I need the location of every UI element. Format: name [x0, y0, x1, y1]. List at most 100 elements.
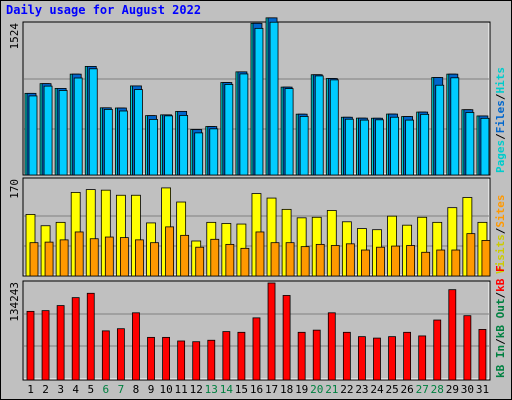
kbytes-bar: [162, 336, 170, 381]
legend-entry: Hits: [494, 67, 507, 94]
x-tick-label: 13: [205, 383, 218, 396]
hits-bar: [314, 75, 324, 176]
hits-bar: [360, 119, 369, 176]
kbytes-bar: [71, 297, 80, 381]
legend-entry: kB Out: [494, 299, 507, 339]
kbytes-bar: [358, 336, 366, 381]
sites-bar: [89, 238, 99, 277]
x-tick-label: 2: [42, 383, 49, 396]
x-tick-label: 30: [461, 383, 474, 396]
kbytes-bar: [463, 315, 472, 381]
x-tick-label: 6: [103, 383, 110, 396]
x-tick-label: 7: [118, 383, 125, 396]
sites-bar: [104, 236, 114, 277]
hits-bar: [420, 113, 430, 176]
sites-bar: [44, 241, 54, 277]
sites-bar: [436, 249, 446, 277]
sites-bar: [270, 242, 280, 277]
x-tick-label: 25: [385, 383, 398, 396]
legend-entry: kB F: [494, 265, 507, 292]
sites-bar: [391, 245, 400, 277]
x-tick-label: 27: [416, 383, 429, 396]
sites-bar: [74, 231, 84, 277]
x-tick-label: 5: [87, 383, 94, 396]
kbytes-bar: [433, 319, 442, 381]
sites-bar: [315, 243, 325, 277]
kbytes-bar: [327, 312, 336, 381]
legend-entry: /: [494, 227, 507, 234]
x-tick-label: 10: [159, 383, 172, 396]
kbytes-bar: [478, 329, 487, 381]
hits-bar: [28, 95, 38, 176]
hits-bar: [58, 90, 68, 176]
x-tick-label: 20: [310, 383, 323, 396]
kbytes-bar: [373, 337, 381, 381]
kbytes-bar: [192, 341, 201, 381]
x-tick-label: 4: [72, 383, 79, 396]
kbytes-bar: [207, 339, 216, 381]
sites-bar: [150, 242, 159, 277]
kbytes-bar: [237, 331, 246, 381]
kbytes-bar: [267, 282, 276, 381]
legend-entry: /: [494, 93, 507, 100]
kbytes-bar: [342, 331, 351, 381]
sites-bar: [255, 231, 265, 277]
kbytes-bar: [177, 340, 186, 381]
hits-bar: [390, 116, 399, 176]
kbytes-bar: [388, 336, 396, 381]
kbytes-bar: [297, 331, 306, 381]
x-tick-label: 9: [148, 383, 155, 396]
kbytes-bar: [282, 295, 291, 381]
sites-bar: [225, 243, 235, 277]
kbytes-bar: [252, 317, 261, 381]
chart-title: Daily usage for August 2022: [6, 3, 202, 17]
legend-entry: Pages: [494, 140, 507, 173]
sites-bar: [285, 242, 295, 277]
x-tick-label: 3: [57, 383, 64, 396]
x-tick-label: 31: [476, 383, 489, 396]
x-tick-label: 21: [325, 383, 338, 396]
y-axis-max-label: 170: [8, 179, 21, 199]
kbytes-bar: [448, 289, 457, 381]
sites-bar: [481, 240, 491, 277]
y-axis-max-label: 134243: [8, 282, 21, 322]
legend-entry: /: [494, 338, 507, 345]
hits-bar: [209, 128, 219, 176]
kbytes-bar: [403, 331, 412, 381]
sites-bar: [361, 249, 370, 277]
sites-bar: [165, 226, 174, 277]
kbytes-bar: [86, 292, 95, 381]
sites-bar: [406, 245, 416, 277]
hits-bar: [284, 88, 294, 176]
x-tick-label: 26: [401, 383, 414, 396]
kbytes-bar: [101, 330, 110, 381]
legend-entry: Files: [494, 100, 507, 133]
sites-bar: [300, 246, 310, 277]
kbytes-bar: [26, 310, 35, 381]
x-tick-label: 15: [235, 383, 248, 396]
kbytes-bar: [56, 305, 65, 381]
hits-bar: [179, 115, 189, 176]
hits-bar: [254, 27, 264, 176]
sites-bar: [451, 249, 461, 277]
x-tick-label: 23: [355, 383, 368, 396]
hits-bar: [88, 68, 98, 176]
hits-bar: [103, 109, 113, 176]
legend-entry: /: [494, 292, 507, 299]
x-tick-label: 29: [446, 383, 459, 396]
hits-bar: [73, 77, 83, 176]
x-tick-label: 22: [340, 383, 353, 396]
kbytes-bar: [222, 331, 231, 381]
legend-entry: kB In: [494, 345, 507, 378]
hits-bar: [344, 118, 354, 176]
hits-bar: [329, 79, 339, 176]
x-tick-label: 12: [190, 383, 203, 396]
legend: Visits/Sites: [494, 195, 507, 275]
sites-bar: [421, 251, 431, 277]
legend: kB In/kB Out/kB F: [494, 265, 507, 378]
kbytes-bar: [418, 335, 427, 381]
hits-bar: [43, 85, 53, 176]
sites-bar: [180, 234, 190, 277]
x-tick-label: 8: [133, 383, 140, 396]
hits-bar: [465, 112, 475, 176]
